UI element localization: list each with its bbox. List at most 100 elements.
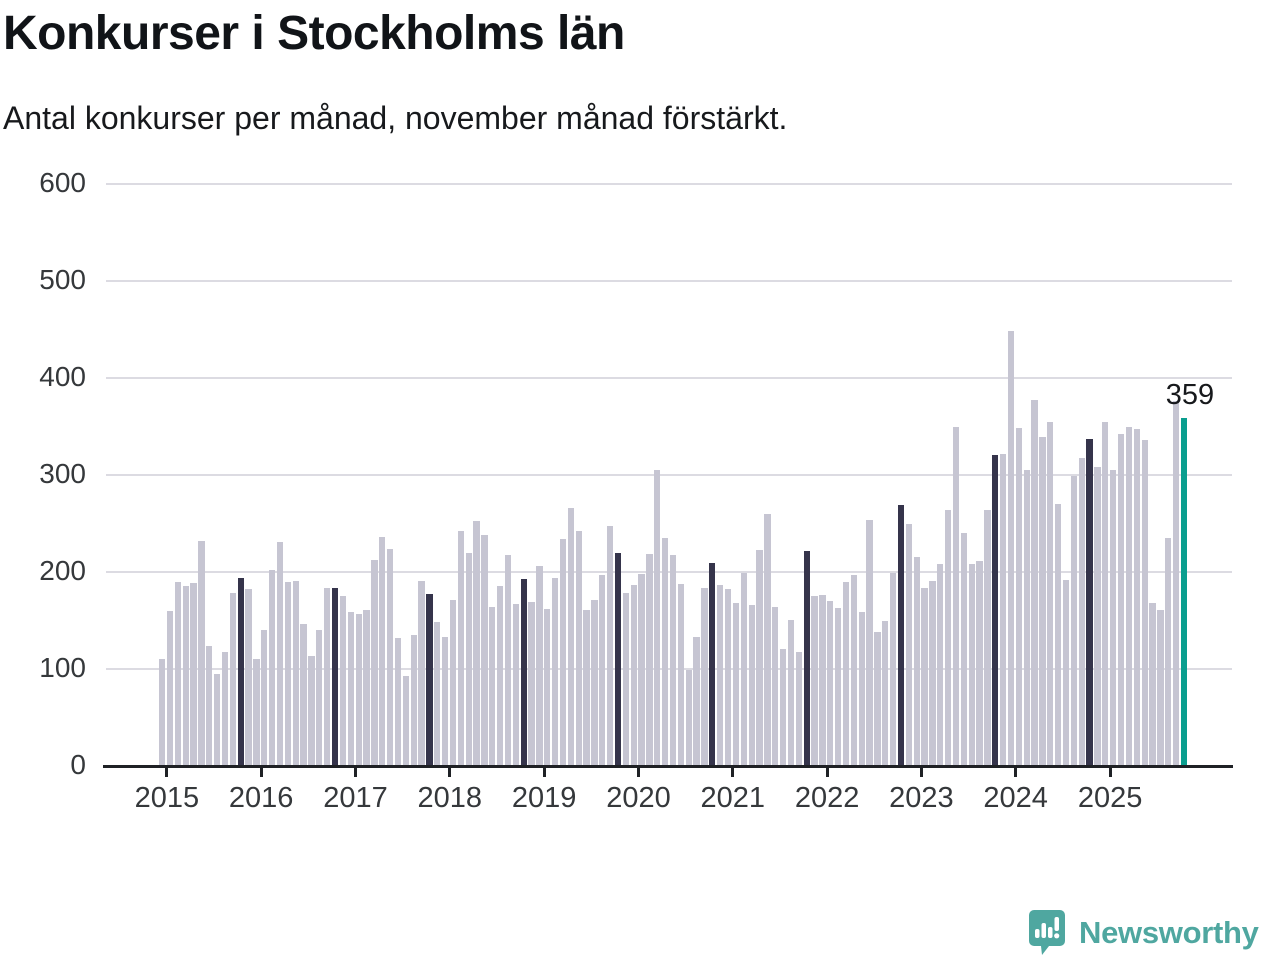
y-axis-tick-label: 400 (39, 361, 86, 392)
x-axis-tick (637, 768, 640, 777)
bar-2021-11 (803, 550, 810, 766)
bar-2022-05 (850, 574, 857, 766)
newsworthy-logo-text: Newsworthy (1079, 915, 1259, 950)
x-axis-tick (919, 768, 923, 777)
x-axis-tick-label: 2018 (417, 782, 483, 814)
bar-2025-02 (1110, 470, 1117, 766)
bar-2019-08 (591, 600, 598, 766)
bar-2019-04 (559, 539, 567, 766)
bar-2019-02 (544, 608, 551, 766)
bar-2020-06 (669, 554, 677, 766)
bar-2020-05 (662, 538, 669, 766)
bar-2023-09 (976, 561, 983, 766)
bar-2015-09 (221, 651, 229, 766)
bar-2025-11 (1180, 417, 1188, 766)
bar-2025-08 (1157, 609, 1164, 766)
bar-2018-06 (481, 535, 488, 766)
x-axis-tick (354, 768, 357, 777)
bar-2024-01 (1007, 331, 1015, 766)
bar-2023-03 (929, 580, 936, 766)
bar-2018-10 (512, 604, 519, 766)
bar-2017-11 (426, 594, 433, 766)
x-axis-tick (542, 768, 546, 777)
bar-2018-05 (473, 520, 480, 766)
bar-2022-01 (819, 595, 826, 766)
last-bar-value-label: 359 (1165, 379, 1215, 411)
bar-2016-11 (331, 587, 339, 766)
bar-2015-10 (229, 593, 237, 766)
bar-2021-02 (732, 603, 740, 766)
x-axis-tick (259, 768, 263, 777)
bar-2024-03 (1023, 470, 1030, 766)
bar-2018-04 (465, 552, 472, 766)
bar-2023-01 (913, 557, 920, 766)
y-axis-tick-label: 300 (39, 458, 86, 489)
bar-2025-06 (1141, 440, 1148, 766)
bar-2025-04 (1125, 426, 1133, 766)
bar-2021-07 (772, 606, 779, 766)
bar-2016-07 (300, 624, 307, 766)
bar-2020-04 (654, 470, 661, 766)
bar-2015-06 (198, 540, 205, 766)
bar-2025-01 (1102, 421, 1109, 766)
bar-2017-07 (394, 637, 402, 766)
bar-2016-09 (316, 630, 323, 766)
bar-2020-08 (685, 669, 692, 766)
bar-2017-01 (347, 611, 354, 766)
bar-2018-01 (441, 636, 449, 766)
bar-2015-07 (206, 645, 213, 766)
bar-2015-11 (237, 577, 244, 766)
newsworthy-logo: Newsworthy (1028, 908, 1268, 958)
bar-2023-11 (992, 454, 999, 766)
bar-2020-09 (693, 636, 700, 766)
bar-2018-09 (504, 554, 512, 766)
bar-2015-04 (182, 585, 189, 766)
bar-2016-03 (269, 570, 276, 766)
bar-2022-04 (842, 581, 850, 766)
bar-2018-07 (489, 606, 496, 766)
bar-2022-03 (834, 607, 842, 766)
bar-2016-10 (324, 588, 331, 766)
bar-2018-03 (457, 531, 464, 766)
page-title: Konkurser i Stockholms län (3, 7, 625, 60)
x-axis-tick-label: 2015 (134, 782, 200, 814)
bar-2024-10 (1078, 457, 1085, 766)
x-axis-tick (825, 768, 829, 777)
bar-2024-07 (1055, 504, 1062, 766)
bar-2018-08 (496, 585, 504, 766)
bar-2016-02 (261, 630, 268, 766)
bar-2024-12 (1094, 467, 1101, 766)
x-axis-tick-label: 2022 (794, 782, 860, 814)
bar-2024-09 (1070, 475, 1078, 766)
x-axis-tick-label: 2020 (606, 782, 671, 814)
bar-2017-03 (363, 609, 370, 766)
y-axis-tick-label: 200 (39, 555, 86, 586)
bar-2022-07 (866, 519, 873, 766)
bar-2017-02 (355, 613, 362, 766)
chart-subtitle: Antal konkurser per månad, november måna… (3, 100, 788, 136)
bar-2025-05 (1133, 429, 1140, 766)
bar-2022-12 (905, 524, 912, 766)
bar-2019-09 (599, 574, 606, 766)
bar-2021-06 (764, 513, 771, 766)
y-axis-tick-label: 500 (39, 264, 86, 295)
bar-2022-09 (882, 620, 889, 766)
bar-2018-11 (520, 578, 527, 766)
bar-2024-04 (1031, 400, 1038, 766)
bar-2015-05 (190, 582, 197, 766)
bar-2015-03 (174, 581, 182, 766)
bar-2023-07 (960, 533, 968, 766)
bar-2019-06 (575, 531, 582, 766)
bar-2020-07 (677, 583, 685, 766)
bar-2025-09 (1165, 538, 1172, 766)
bar-2019-03 (552, 577, 559, 766)
x-axis-tick (448, 768, 452, 777)
bar-2023-12 (1000, 453, 1007, 766)
gridline-300 (106, 474, 1232, 476)
bar-2015-12 (245, 589, 252, 766)
bar-2023-02 (921, 587, 928, 766)
bar-2015-08 (214, 673, 221, 766)
bar-2025-10 (1172, 401, 1180, 766)
bar-2025-03 (1117, 434, 1125, 766)
